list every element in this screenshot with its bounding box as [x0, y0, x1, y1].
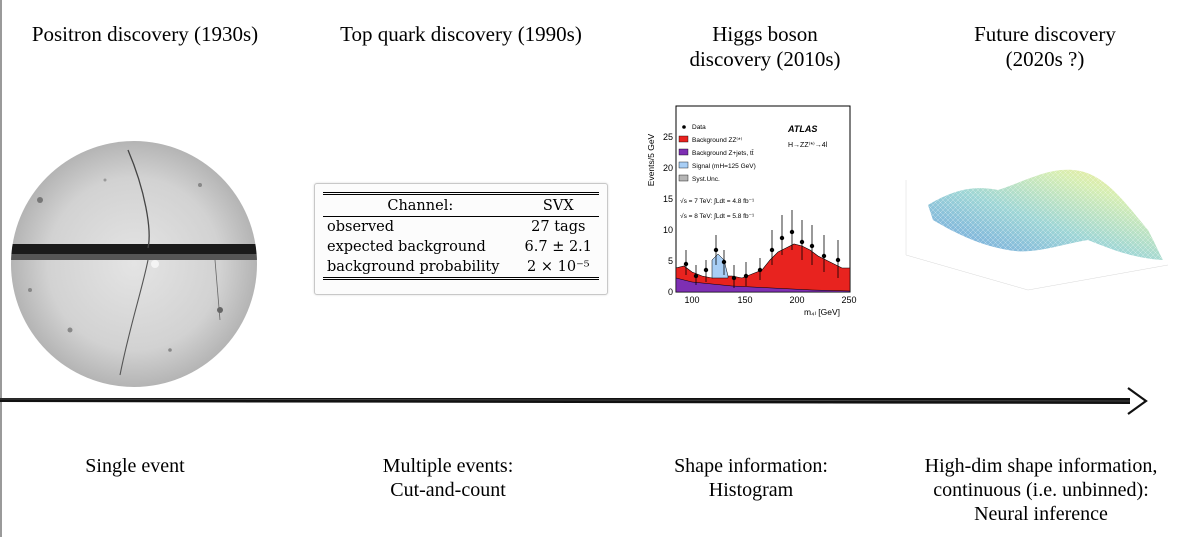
- era-title-higgs: Higgs boson discovery (2010s): [689, 22, 841, 71]
- table-cell: 2 × 10⁻⁵: [527, 259, 590, 275]
- experiment-label: ATLAS: [787, 124, 817, 134]
- y-tick-label: 0: [668, 287, 673, 297]
- table-header-row: Channel: SVX: [323, 193, 599, 217]
- positron-cloud-chamber-photo: [11, 141, 257, 387]
- timeline-arrow: [0, 387, 1148, 415]
- era-title-top-quark: Top quark discovery (1990s): [340, 22, 582, 46]
- background-zjets-histogram: [675, 277, 851, 293]
- data-points: [683, 210, 841, 288]
- left-edge-divider: [0, 0, 2, 537]
- x-tick-label: 100: [684, 295, 699, 305]
- era-title-future: Future discovery (2020s ?): [974, 22, 1116, 71]
- table-header-cell: Channel:: [323, 193, 518, 217]
- era-caption-top-quark: Multiple events: Cut-and-count: [382, 455, 514, 501]
- table-cell: 6.7 ± 2.1: [524, 239, 593, 255]
- y-tick-label: 15: [663, 194, 673, 204]
- process-label: H→ZZ⁽*⁾→4l: [788, 141, 828, 149]
- y-tick-label: 10: [663, 225, 673, 235]
- legend-entry: Background ZZ⁽*⁾: [692, 136, 743, 144]
- table-cell: observed: [327, 219, 395, 235]
- y-tick-label: 25: [663, 132, 673, 142]
- x-axis-ticks: 100 150 200 250: [684, 295, 856, 305]
- future-neural-surface-plot: [905, 169, 1169, 291]
- x-tick-label: 250: [841, 295, 856, 305]
- luminosity-labels: √s = 7 TeV: ∫Ldt = 4.8 fb⁻¹ √s = 8 TeV: …: [680, 197, 755, 220]
- x-tick-label: 200: [789, 295, 804, 305]
- table-cell: background probability: [327, 259, 500, 275]
- era-caption-future: High-dim shape information, continuous (…: [924, 455, 1158, 525]
- arrow-head-icon: [1127, 387, 1148, 415]
- lumi-line: √s = 8 TeV: ∫Ldt = 5.8 fb⁻¹: [680, 212, 755, 220]
- table-row: observed 27 tags: [323, 217, 599, 238]
- table-header-cell: SVX: [517, 193, 599, 217]
- era-caption-positron: Single event: [85, 455, 185, 477]
- legend-entry: Signal (mH=125 GeV): [692, 163, 756, 170]
- y-axis-label: Events/5 GeV: [646, 133, 656, 186]
- svx-results-table: Channel: SVX observed 27 tags expected b…: [314, 183, 608, 295]
- table-row: expected background 6.7 ± 2.1: [323, 237, 599, 257]
- table-cell: expected background: [327, 239, 486, 255]
- lumi-line: √s = 7 TeV: ∫Ldt = 4.8 fb⁻¹: [680, 197, 755, 205]
- higgs-four-lepton-histogram: 0 5 10 15 20 25 100 150 200 250 m₄ₗ [GeV…: [646, 105, 857, 317]
- x-tick-label: 150: [737, 295, 752, 305]
- era-title-positron: Positron discovery (1930s): [31, 22, 259, 46]
- table-row: background probability 2 × 10⁻⁵: [323, 257, 599, 279]
- legend-entry: Data: [692, 124, 706, 131]
- background-zz-histogram: [675, 243, 851, 293]
- era-caption-higgs: Shape information: Histogram: [674, 455, 828, 501]
- legend-entry: Background Z+jets, tt̄: [692, 149, 754, 157]
- legend: Data Background ZZ⁽*⁾ Background Z+jets,…: [678, 124, 756, 183]
- legend-entry: Syst.Unc.: [692, 176, 720, 183]
- y-tick-label: 20: [663, 163, 673, 173]
- table-cell: 27 tags: [531, 219, 586, 235]
- x-axis-label: m₄ₗ [GeV]: [804, 307, 840, 317]
- y-tick-label: 5: [668, 256, 673, 266]
- y-axis-ticks: 0 5 10 15 20 25: [663, 132, 673, 297]
